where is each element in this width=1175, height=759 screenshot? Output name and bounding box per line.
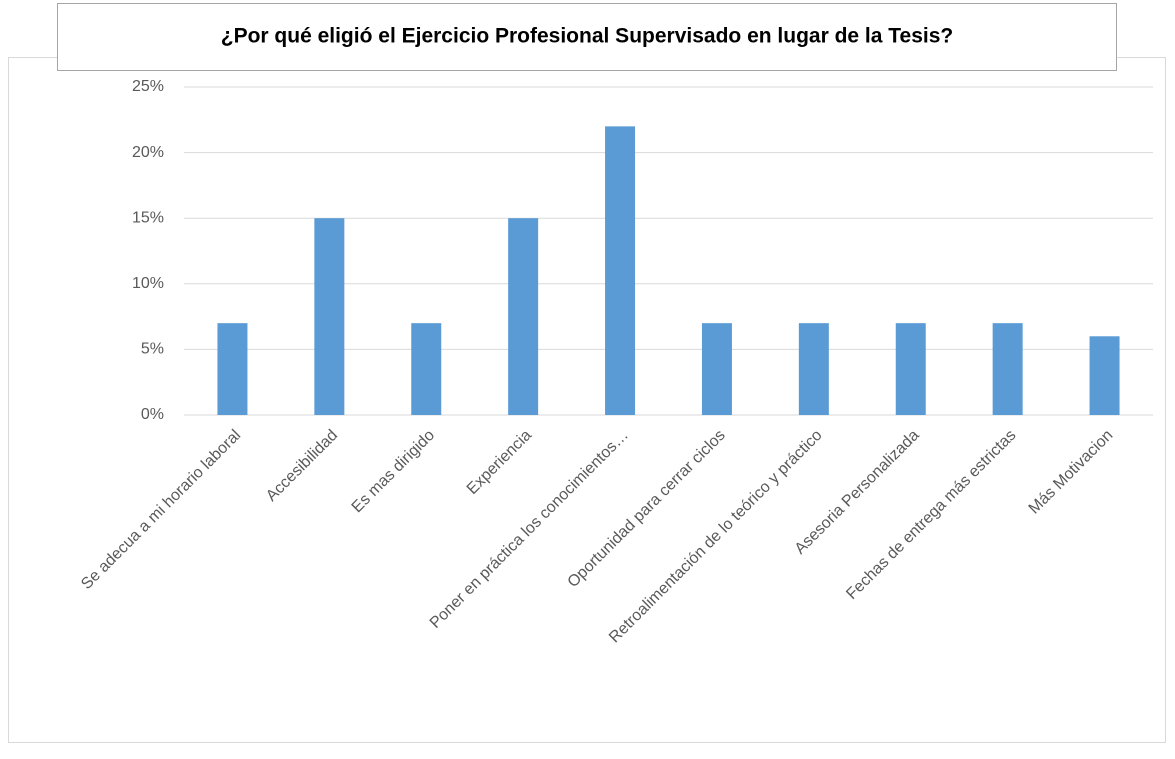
y-tick-label: 25% (132, 78, 164, 95)
bar (508, 218, 539, 415)
chart-frame (8, 57, 1166, 743)
bar (1089, 336, 1120, 415)
bar (895, 323, 926, 415)
bar (217, 323, 248, 415)
y-tick-label: 0% (141, 406, 164, 423)
y-tick-label: 5% (141, 341, 164, 358)
y-tick-label: 15% (132, 209, 164, 226)
bar (992, 323, 1023, 415)
title-box (57, 3, 1117, 71)
bar (701, 323, 732, 415)
bar (605, 126, 636, 416)
chart-title: ¿Por qué eligió el Ejercicio Profesional… (221, 25, 954, 48)
y-tick-label: 10% (132, 275, 164, 292)
bar (411, 323, 442, 415)
bar (314, 218, 345, 415)
y-tick-label: 20% (132, 144, 164, 161)
bar (798, 323, 829, 415)
